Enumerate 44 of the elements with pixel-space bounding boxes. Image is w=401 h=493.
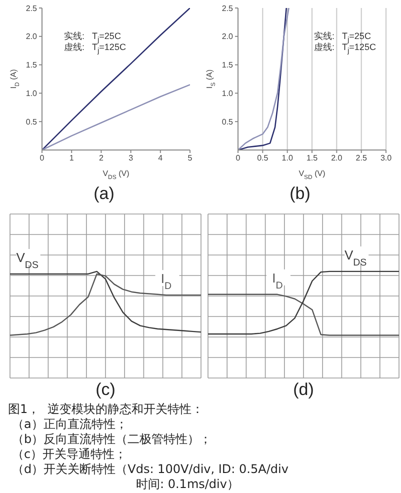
series-label: V$_{DS}$ [344, 247, 368, 268]
annotation: 实线: T$_{j}$=25C [314, 30, 371, 44]
x-axis-title: V$_{SD}$ (V) [298, 169, 326, 181]
text: (b) [288, 184, 312, 204]
x-tick-label: 0 [236, 154, 241, 163]
y-tick-label: 2.0 [222, 32, 234, 42]
x-tick-label: 2.5 [356, 154, 368, 163]
y-tick-label: 1.0 [26, 89, 38, 98]
text: （d）开关关断特性（Vds: 100V/div, ID: 0.5A/div [11, 462, 290, 477]
annotation: 实线: T$_{j}$=25C [64, 30, 121, 44]
annotation: 虚线: T$_{j}$=125C [64, 42, 126, 55]
x-tick-label: 1 [69, 154, 74, 163]
text: (a) [92, 184, 116, 204]
x-tick-label: 2 [98, 154, 104, 163]
x-tick-label: 0 [40, 154, 45, 163]
x-tick-label: 4 [158, 154, 164, 163]
text: (c) [94, 380, 116, 400]
text: 时间: 0.1ms/div） [135, 477, 240, 492]
x-tick-label: 3.0 [380, 154, 392, 163]
series-label: I$_{D}$ [160, 271, 172, 292]
text: （c）开关导通特性； [11, 447, 128, 462]
text: （b）反向直流特性（二极管特性）； [11, 432, 213, 447]
y-tick-label: 2.5 [26, 4, 38, 13]
y-tick-label: 2.5 [222, 4, 234, 13]
y-tick-label: 0.5 [222, 117, 234, 126]
caption: 图1， 逆变模块的静态和开关特性： [8, 402, 204, 417]
x-tick-label: 3 [128, 154, 134, 163]
x-tick-label: 1.5 [306, 154, 318, 163]
text: (d) [292, 380, 315, 400]
x-tick-label: 0.5 [257, 154, 269, 163]
x-tick-label: 1.0 [282, 154, 294, 163]
series-label: I$_{D}$ [272, 270, 283, 291]
x-axis-title: V$_{DS}$ (V) [102, 169, 130, 181]
annotation: 虚线: T$_{j}$=125C [314, 42, 376, 55]
y-tick-label: 1.5 [26, 60, 38, 70]
y-tick-label: 0.5 [26, 117, 38, 126]
y-tick-label: 2.0 [26, 32, 38, 42]
x-tick-label: 5 [188, 154, 193, 163]
text: （a）正向直流特性； [11, 417, 128, 432]
series-label: V$_{DS}$ [16, 250, 39, 270]
y-tick-label: 1.0 [222, 89, 234, 98]
y-tick-label: 1.5 [222, 60, 234, 70]
line-series [42, 8, 190, 150]
x-tick-label: 2.0 [331, 154, 343, 163]
